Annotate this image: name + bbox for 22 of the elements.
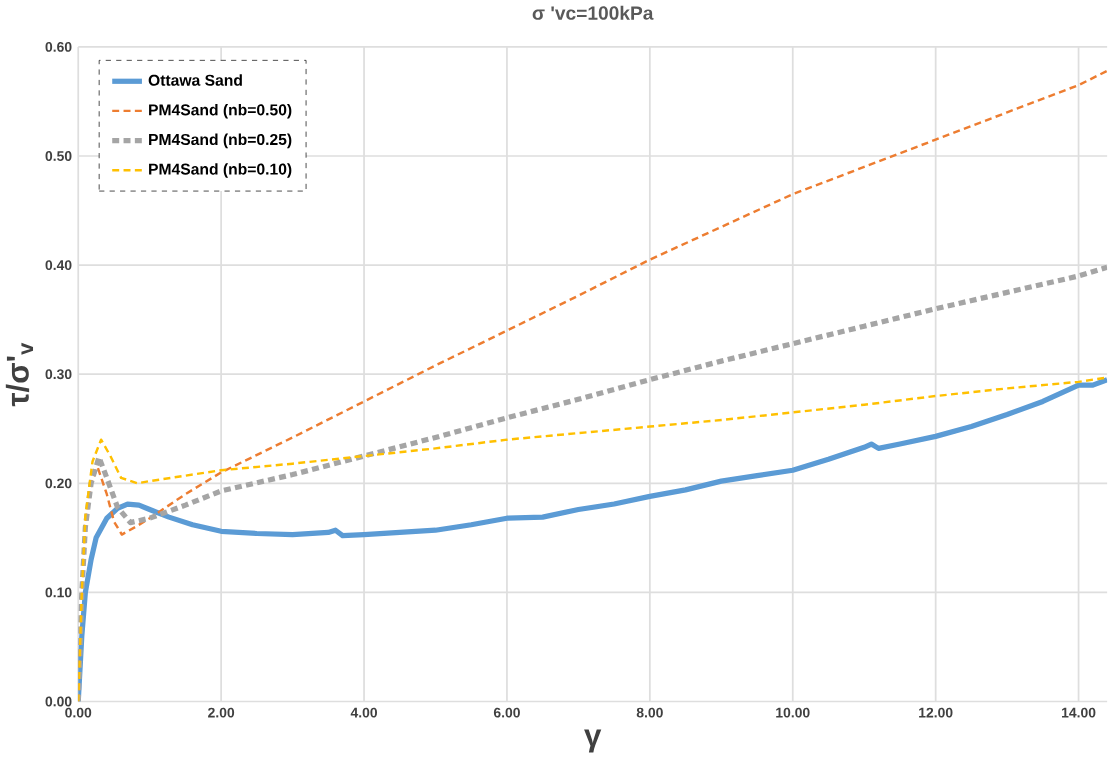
x-tick-label: 6.00 — [493, 707, 520, 718]
y-tick-label: 0.10 — [45, 587, 72, 598]
y-tick-label: 0.60 — [45, 41, 72, 52]
x-tick-label: 8.00 — [636, 707, 663, 718]
x-tick-label: 12.00 — [919, 707, 953, 718]
y-tick-label: 0.00 — [45, 696, 72, 707]
chart-title: σ 'vc=100kPa — [532, 5, 654, 20]
y-tick-label: 0.50 — [45, 150, 72, 161]
y-tick-label: 0.40 — [45, 260, 72, 270]
legend-label: PM4Sand (nb=0.10) — [149, 163, 292, 178]
x-axis-title: γ — [584, 729, 602, 753]
x-tick-label: 0.00 — [65, 707, 92, 718]
y-tick-label: 0.20 — [45, 478, 72, 489]
x-tick-label: 2.00 — [208, 707, 235, 718]
legend-label: PM4Sand (nb=0.25) — [149, 133, 292, 148]
x-tick-label: 14.00 — [1062, 707, 1096, 718]
x-tick-label: 10.00 — [776, 707, 810, 718]
legend-label: Ottawa Sand — [148, 74, 242, 86]
y-axis-title: τ/σ'$_{v}$ — [5, 342, 34, 407]
y-tick-label: 0.30 — [45, 369, 72, 379]
x-tick-label: 4.00 — [350, 707, 378, 718]
legend-label: PM4Sand (nb=0.50) — [149, 103, 292, 119]
